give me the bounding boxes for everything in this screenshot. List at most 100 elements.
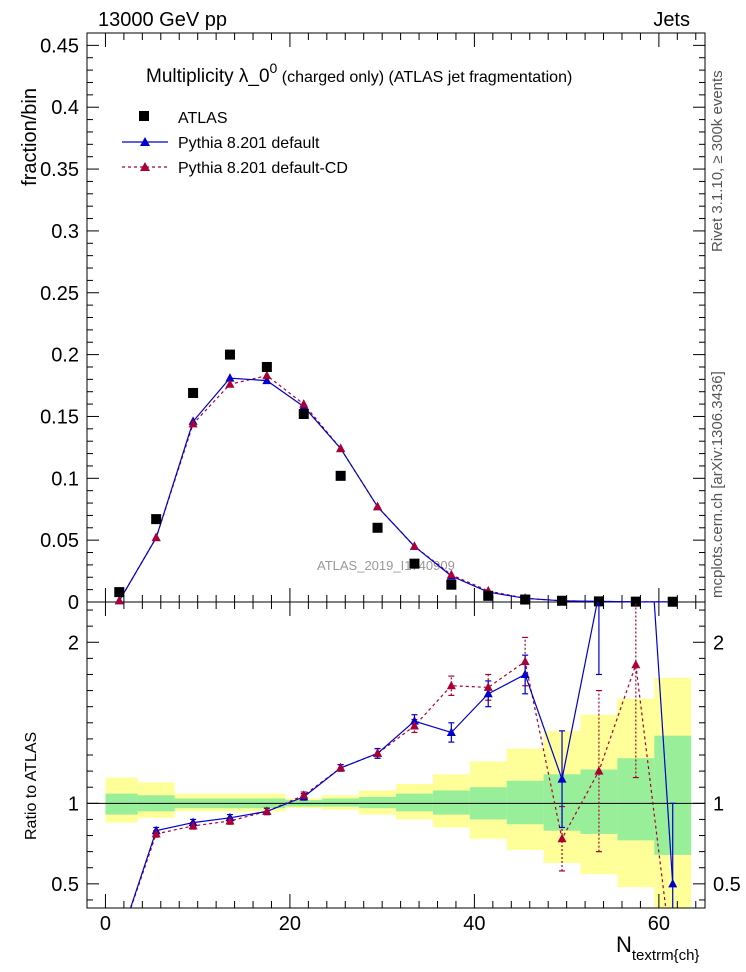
plot-title-sup: 0 bbox=[270, 60, 278, 76]
legend: ATLAS Pythia 8.201 default Pythia 8.201 … bbox=[122, 110, 348, 177]
plot-layer: 00.050.10.150.20.250.30.350.40.450 20 40 60… bbox=[40, 32, 741, 935]
ratio-point-default-cd bbox=[262, 806, 272, 815]
upper-ytick-label: 0.2 bbox=[51, 345, 79, 367]
uncertainty-band-inner bbox=[432, 790, 470, 815]
upper-ylabel: fraction/bin bbox=[19, 88, 41, 186]
point-default-cd bbox=[299, 399, 309, 408]
point-atlas bbox=[335, 470, 346, 481]
point-atlas bbox=[483, 590, 494, 601]
point-atlas bbox=[667, 596, 678, 607]
plot-title: Multiplicity λ_00 (charged only) (ATLAS … bbox=[146, 60, 572, 87]
point-atlas bbox=[409, 558, 420, 569]
header-right: Jets bbox=[653, 9, 690, 31]
point-atlas bbox=[298, 408, 309, 419]
point-default bbox=[262, 375, 272, 385]
point-default-cd bbox=[151, 532, 161, 542]
uncertainty-band-inner bbox=[617, 758, 655, 841]
upper-ytick-label: 0.25 bbox=[40, 283, 79, 305]
xlabel-main: N bbox=[616, 932, 632, 957]
lower-xtick-label: 40 bbox=[463, 913, 485, 935]
ratio-point-default-cd bbox=[409, 721, 419, 730]
point-default-cd bbox=[114, 595, 124, 605]
point-atlas bbox=[224, 349, 235, 360]
xlabel-sub: textrm{ch} bbox=[632, 947, 700, 964]
upper-ytick-label: 0.4 bbox=[51, 97, 79, 119]
point-atlas bbox=[188, 387, 199, 398]
legend-default-marker bbox=[140, 137, 150, 146]
ratio-point-default bbox=[483, 688, 493, 698]
point-atlas bbox=[151, 514, 162, 525]
point-default-cd bbox=[188, 418, 198, 428]
legend-cd-marker bbox=[140, 162, 150, 171]
ratio-point-default-cd bbox=[151, 828, 161, 838]
ratio-series-group bbox=[129, 602, 678, 908]
analysis-watermark: ATLAS_2019_I1740909 bbox=[317, 558, 455, 573]
plot-title-rest: (charged only) (ATLAS jet fragmentation) bbox=[277, 69, 572, 86]
point-atlas bbox=[557, 595, 568, 606]
point-default-cd bbox=[409, 541, 419, 550]
lower-ytick-label-right: 1 bbox=[713, 793, 724, 815]
upper-ytick-label: 0.3 bbox=[51, 221, 79, 243]
lower-ytick-label: 0.5 bbox=[51, 874, 79, 896]
lower-ytick-label: 1 bbox=[68, 793, 79, 815]
point-atlas bbox=[114, 587, 125, 598]
upper-ytick-label: 0.45 bbox=[40, 35, 79, 57]
ratio-point-default-cd bbox=[631, 659, 641, 669]
uncertainty-band-inner bbox=[506, 780, 544, 825]
legend-default-label: Pythia 8.201 default bbox=[178, 135, 320, 152]
ratio-point-default-cd bbox=[483, 682, 493, 691]
point-atlas bbox=[593, 596, 604, 607]
lower-ytick-label: 2 bbox=[68, 632, 79, 654]
point-default-cd bbox=[336, 443, 346, 453]
ratio-point-default-cd bbox=[594, 766, 604, 775]
upper-ytick-label: 0.05 bbox=[40, 530, 79, 552]
uncertainty-band-inner bbox=[359, 796, 396, 809]
header-left: 13000 GeV pp bbox=[98, 9, 227, 31]
point-default-cd bbox=[446, 569, 456, 579]
ratio-line-default-cd bbox=[130, 660, 667, 908]
ratio-point-default-cd bbox=[557, 833, 567, 843]
lower-xtick-label: 60 bbox=[648, 913, 670, 935]
upper-ytick-label: 0.1 bbox=[51, 468, 79, 490]
ratio-line-default bbox=[129, 602, 674, 908]
rivet-info: Rivet 3.1.10, ≥ 300k events bbox=[709, 70, 726, 252]
ratio-point-default-cd bbox=[188, 820, 198, 830]
mcplots-info: mcplots.cern.ch [arXiv:1306.3436] bbox=[709, 371, 726, 598]
upper-ytick-label: 0.35 bbox=[40, 159, 79, 181]
point-default bbox=[225, 373, 235, 382]
plot-title-main: Multiplicity λ_0 bbox=[146, 66, 270, 87]
lower-xtick-label: 0 bbox=[100, 913, 111, 935]
ratio-point-default bbox=[446, 727, 456, 736]
lower-xtick-label: 20 bbox=[279, 913, 301, 935]
ratio-point-default bbox=[557, 774, 567, 783]
uncertainty-band-inner bbox=[322, 798, 360, 807]
uncertainty-band-inner bbox=[105, 793, 138, 815]
point-atlas bbox=[372, 522, 383, 533]
ratio-point-default bbox=[409, 716, 419, 725]
ratio-point-default-cd bbox=[225, 816, 235, 825]
ratio-point-default bbox=[520, 669, 530, 678]
legend-atlas-label: ATLAS bbox=[178, 110, 228, 127]
uncertainty-band-inner bbox=[396, 793, 433, 812]
lower-ylabel: Ratio to ATLAS bbox=[23, 732, 40, 840]
ratio-point-default-cd bbox=[520, 656, 530, 666]
point-default-cd bbox=[262, 370, 272, 380]
xlabel: Ntextrm{ch} bbox=[616, 932, 699, 964]
ratio-point-default-cd bbox=[299, 790, 309, 799]
lower-ytick-label-right: 2 bbox=[713, 632, 724, 654]
legend-atlas-marker bbox=[139, 111, 149, 121]
point-default-cd bbox=[373, 501, 383, 511]
upper-ytick-label: 0.15 bbox=[40, 406, 79, 428]
point-default-cd bbox=[225, 379, 235, 388]
upper-ytick-label: 0 bbox=[68, 592, 79, 614]
point-atlas bbox=[630, 596, 641, 607]
ratio-point-default-cd bbox=[446, 680, 456, 690]
lower-ytick-label-right: 0.5 bbox=[713, 874, 741, 896]
point-atlas bbox=[261, 361, 272, 372]
ratio-point-default bbox=[668, 878, 678, 888]
point-atlas bbox=[520, 594, 531, 605]
ratio-point-default-cd bbox=[336, 762, 346, 772]
legend-cd-label: Pythia 8.201 default-CD bbox=[178, 160, 348, 177]
point-atlas bbox=[446, 579, 457, 590]
